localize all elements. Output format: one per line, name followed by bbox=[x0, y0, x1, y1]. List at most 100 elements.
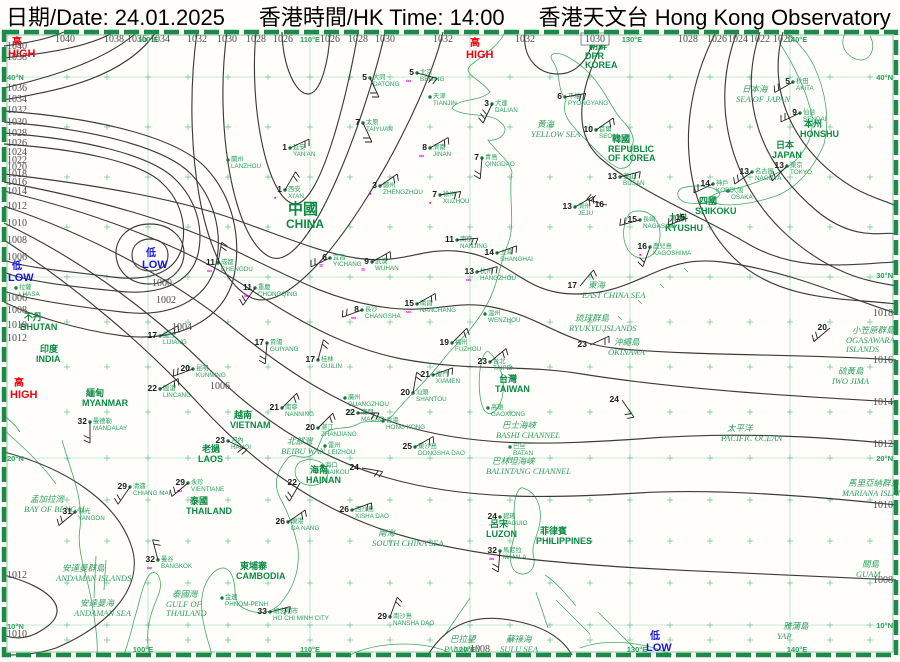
svg-text:鄭州: 鄭州 bbox=[383, 180, 396, 189]
svg-text:1022: 1022 bbox=[7, 155, 27, 166]
svg-text:1004: 1004 bbox=[172, 322, 192, 333]
svg-text:朝鮮: 朝鮮 bbox=[589, 40, 607, 51]
svg-text:XUZHOU: XUZHOU bbox=[443, 198, 470, 205]
svg-text:VIETNAM: VIETNAM bbox=[230, 420, 271, 430]
svg-text:11: 11 bbox=[243, 282, 252, 292]
wind-barb bbox=[317, 339, 330, 361]
svg-text:雷州: 雷州 bbox=[328, 441, 341, 449]
svg-text:河內: 河內 bbox=[231, 435, 244, 444]
svg-text:100°E: 100°E bbox=[138, 35, 159, 44]
svg-text:BANGKOK: BANGKOK bbox=[161, 563, 193, 570]
svg-text:25: 25 bbox=[403, 441, 413, 451]
svg-text:15: 15 bbox=[628, 214, 638, 224]
svg-text:高雄: 高雄 bbox=[491, 402, 504, 411]
svg-text:永珍: 永珍 bbox=[191, 477, 204, 486]
svg-text:KOBE: KOBE bbox=[716, 187, 734, 194]
coastline bbox=[349, 642, 673, 656]
coastline bbox=[550, 52, 634, 169]
isobar-1036 bbox=[3, 31, 138, 89]
svg-text:DALIAN: DALIAN bbox=[495, 107, 518, 114]
svg-text:韓國: 韓國 bbox=[612, 133, 630, 144]
isobar-1018 bbox=[3, 173, 897, 314]
isobar-1014 bbox=[3, 190, 897, 403]
wind-barb bbox=[416, 72, 438, 85]
svg-text:MANILA: MANILA bbox=[503, 554, 527, 561]
svg-text:1016: 1016 bbox=[873, 355, 893, 366]
svg-text:1028: 1028 bbox=[678, 34, 698, 45]
svg-text:≡: ≡ bbox=[361, 267, 365, 274]
svg-text:1006: 1006 bbox=[7, 293, 27, 304]
svg-text:馬尼拉: 馬尼拉 bbox=[503, 545, 523, 554]
svg-text:峴港: 峴港 bbox=[291, 516, 304, 525]
svg-text:LIJIANG: LIJIANG bbox=[163, 339, 187, 346]
svg-text:日本海: 日本海 bbox=[742, 84, 769, 94]
svg-text:110°E: 110°E bbox=[300, 645, 320, 654]
wind-barb bbox=[362, 122, 373, 143]
svg-text:13: 13 bbox=[465, 266, 475, 276]
isobar-1010 bbox=[3, 222, 897, 506]
svg-text:∞: ∞ bbox=[351, 315, 356, 322]
svg-text:HAINAN: HAINAN bbox=[306, 475, 341, 485]
svg-text:CHENGDU: CHENGDU bbox=[221, 266, 253, 273]
wind-barb bbox=[152, 539, 161, 561]
svg-text:140°E: 140°E bbox=[787, 35, 808, 44]
svg-text:∞: ∞ bbox=[147, 565, 152, 572]
svg-text:1018: 1018 bbox=[873, 308, 893, 319]
wind-barb bbox=[564, 92, 587, 102]
wind-barb bbox=[489, 348, 509, 363]
date-label: 日期/Date: 24.01.2025 bbox=[6, 5, 225, 30]
svg-text:BALINTANG CHANNEL: BALINTANG CHANNEL bbox=[486, 466, 571, 476]
wind-barb bbox=[284, 171, 300, 191]
svg-text:LEIZHOU: LEIZHOU bbox=[328, 449, 356, 456]
svg-text:6: 6 bbox=[557, 91, 562, 101]
svg-text:LHASA: LHASA bbox=[19, 291, 40, 298]
svg-text:南海: 南海 bbox=[378, 528, 397, 538]
svg-text:MANDALAY: MANDALAY bbox=[93, 425, 128, 432]
svg-text:東海: 東海 bbox=[588, 280, 607, 290]
svg-text:BEIJING: BEIJING bbox=[420, 76, 445, 83]
svg-text:23: 23 bbox=[578, 339, 588, 349]
svg-text:1020: 1020 bbox=[7, 162, 27, 173]
svg-text:10: 10 bbox=[584, 124, 594, 134]
svg-text:20°N: 20°N bbox=[876, 454, 893, 463]
wind-barb bbox=[341, 308, 363, 318]
svg-text:11: 11 bbox=[206, 257, 215, 267]
svg-text:20: 20 bbox=[181, 363, 191, 373]
svg-text:LOW: LOW bbox=[646, 642, 672, 654]
svg-text:140°E: 140°E bbox=[787, 645, 808, 654]
svg-text:XIAMEN: XIAMEN bbox=[436, 378, 461, 385]
isobar-1032 bbox=[191, 31, 444, 301]
svg-text:PHNOM-PENH: PHNOM-PENH bbox=[225, 601, 268, 608]
svg-text:8: 8 bbox=[354, 304, 359, 314]
svg-text:NANNING: NANNING bbox=[285, 411, 314, 418]
svg-text:CAMBODIA: CAMBODIA bbox=[236, 571, 286, 581]
svg-text:MARIANA ISLANDS: MARIANA ISLANDS bbox=[841, 488, 900, 498]
wind-barb bbox=[239, 287, 256, 306]
svg-text:16: 16 bbox=[595, 199, 605, 209]
wind-barb bbox=[429, 137, 450, 149]
wind-barb bbox=[114, 486, 131, 505]
wind-barb bbox=[281, 392, 300, 409]
svg-text:WUHAN: WUHAN bbox=[375, 265, 399, 272]
svg-text:1008: 1008 bbox=[873, 575, 893, 586]
svg-text:貴陽: 貴陽 bbox=[270, 337, 283, 346]
wind-barb bbox=[579, 269, 597, 287]
